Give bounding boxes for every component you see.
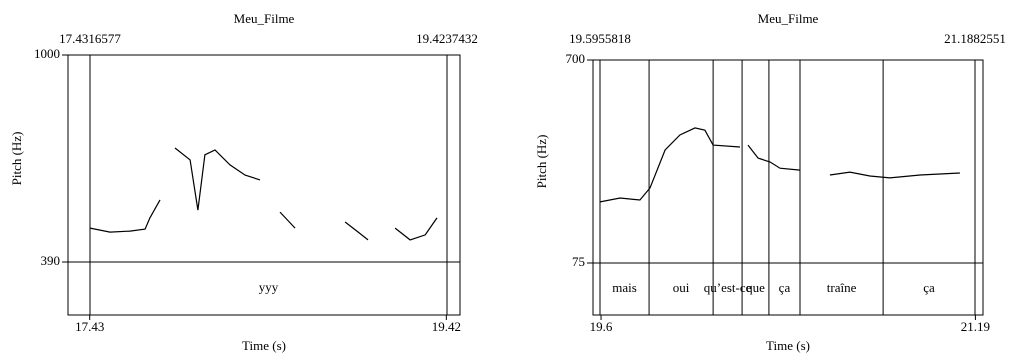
y-tick-label: 75 <box>572 254 585 269</box>
y-axis-label: Pitch (Hz) <box>9 132 24 186</box>
pitch-contour <box>599 127 960 203</box>
tier-label: yyy <box>259 279 279 294</box>
y-tick-label: 390 <box>41 253 61 268</box>
tier-label: qu’est-ce <box>704 280 752 295</box>
x-tick-label: 21.19 <box>961 319 990 334</box>
x-axis-label: Time (s) <box>766 338 810 353</box>
chart-title: Meu_Filme <box>758 11 819 26</box>
y-axis-label: Pitch (Hz) <box>534 135 549 189</box>
window-start: 17.4316577 <box>59 31 121 46</box>
window-start: 19.5955818 <box>569 31 631 46</box>
y-tick-label: 700 <box>566 51 586 66</box>
tier-label: oui <box>673 280 690 295</box>
tier-label: ça <box>923 280 935 295</box>
tier-label: ça <box>779 280 791 295</box>
x-axis-label: Time (s) <box>242 338 286 353</box>
tier-label: traîne <box>827 280 857 295</box>
plot-frame <box>592 59 984 316</box>
y-tick-label: 1000 <box>34 46 60 61</box>
tier-label: mais <box>612 280 637 295</box>
tier-label: que <box>746 280 765 295</box>
plot-frame <box>67 54 461 316</box>
pitch-contour <box>89 147 438 241</box>
window-end: 19.4237432 <box>416 31 478 46</box>
x-tick-label: 19.6 <box>590 319 613 334</box>
window-end: 21.1882551 <box>944 31 1006 46</box>
x-tick-label: 17.43 <box>75 319 104 334</box>
chart-title: Meu_Filme <box>234 11 295 26</box>
x-tick-label: 19.42 <box>432 319 461 334</box>
